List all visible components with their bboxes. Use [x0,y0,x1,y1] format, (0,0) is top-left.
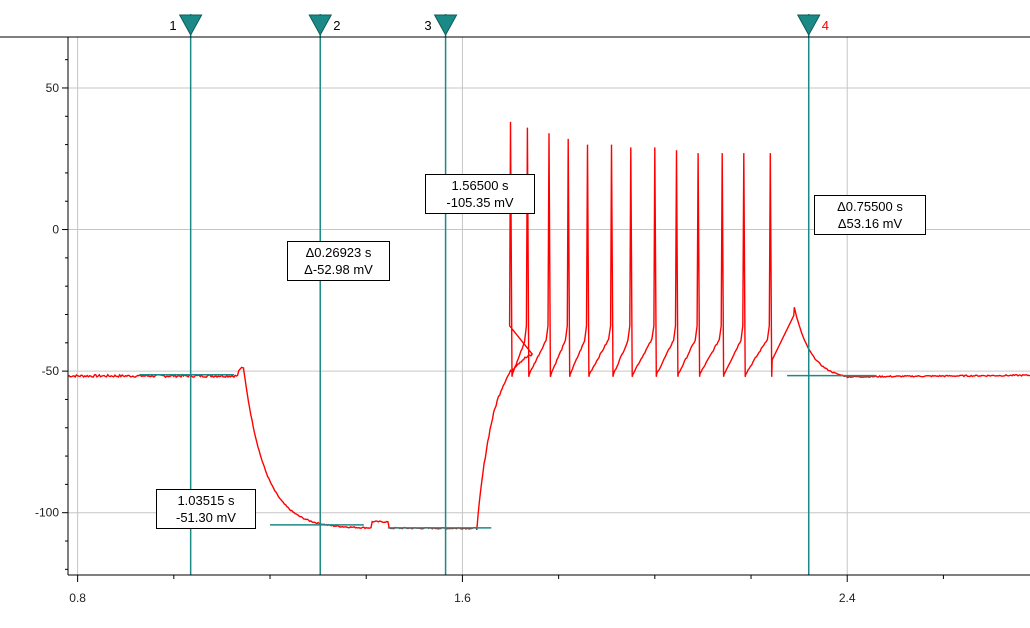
cursor-handle-4-icon [796,14,821,37]
delta34-time: Δ0.75500 s [837,199,903,214]
x-tick-label: 0.8 [69,591,86,605]
cursor-label-4: 4 [822,18,829,33]
y-tick-label: 50 [46,81,60,95]
cursor1-value: -51.30 mV [176,510,236,525]
delta12-readout: Δ0.26923 s Δ-52.98 mV [287,241,390,281]
delta34-value: Δ53.16 mV [837,216,903,231]
voltage-trace [67,121,1030,531]
y-tick-label: 0 [52,223,59,237]
cursor3-time: 1.56500 s [451,178,509,193]
y-tick-label: -100 [35,506,59,520]
y-tick-label: -50 [42,364,60,378]
x-tick-label: 2.4 [839,591,856,605]
cursor1-readout: 1.03515 s -51.30 mV [156,489,256,529]
cursor-handle-3-icon [433,14,458,37]
cursor3-readout: 1.56500 s -105.35 mV [425,174,535,214]
cursor3-value: -105.35 mV [446,195,514,210]
delta12-time: Δ0.26923 s [305,245,372,260]
delta12-value: Δ-52.98 mV [304,262,373,277]
cursor-handle-1-icon [178,14,203,37]
delta34-readout: Δ0.75500 s Δ53.16 mV [814,195,926,235]
cursor-handle-2-icon [308,14,333,37]
cursor-baselines [140,374,877,529]
x-tick-label: 1.6 [454,591,471,605]
axes: 50 0 -50 -100 0.8 1.6 2.4 [0,36,1030,605]
cursor-label-1: 1 [169,18,176,33]
cursor-label-3: 3 [424,18,431,33]
cursor-label-2: 2 [333,18,340,33]
cursor1-time: 1.03515 s [177,493,235,508]
voltage-trace-line [67,121,1030,531]
measurement-cursors[interactable]: 1 2 3 4 [169,14,829,575]
